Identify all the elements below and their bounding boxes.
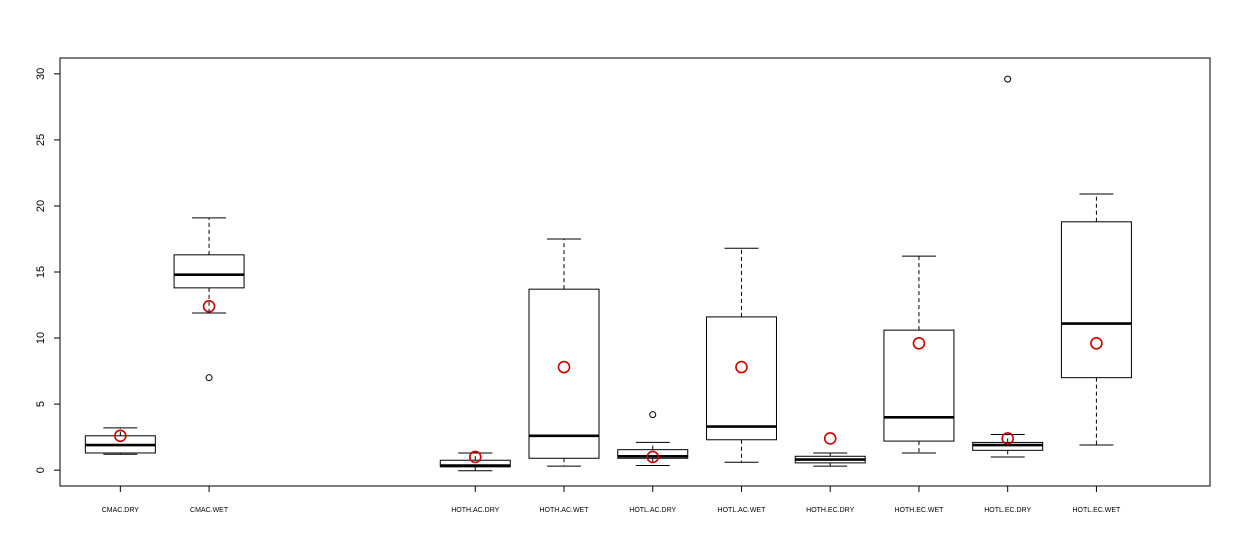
outlier-point	[205, 374, 213, 382]
x-category-label: HOTH.EC.WET	[894, 507, 944, 514]
box-hotl-ac-wet: HOTL.AC.WET	[705, 247, 777, 514]
mean-marker	[557, 360, 571, 374]
y-tick-label: 0	[35, 467, 47, 473]
y-tick-label: 20	[35, 200, 47, 212]
mean-marker	[823, 432, 837, 445]
mean-marker	[114, 429, 127, 443]
box-iqr	[972, 441, 1044, 451]
y-tick-label: 25	[35, 134, 47, 146]
mean-marker	[646, 450, 660, 464]
mean-marker	[468, 450, 482, 464]
x-category-label: CMAC.WET	[190, 507, 229, 514]
box-hoth-ac-dry: HOTH.AC.DRY	[439, 450, 511, 514]
mean-marker	[912, 337, 926, 350]
box-iqr	[705, 316, 777, 441]
plot-area: 0 5 10 15 20 25 30 CMAC.DRY CMAC.WET HOTH.AC.DRY H…	[35, 57, 1211, 514]
x-category-label: HOTH.AC.DRY	[451, 507, 499, 514]
outlier-point	[1004, 75, 1012, 83]
mean-marker	[1090, 337, 1103, 350]
x-category-label: HOTL.EC.DRY	[984, 507, 1031, 514]
x-category-label: HOTH.EC.DRY	[806, 507, 854, 514]
outlier-point	[649, 411, 657, 419]
box-hoth-ec-dry: HOTH.EC.DRY	[794, 432, 866, 514]
mean-marker	[202, 300, 216, 313]
box-hotl-ec-dry: HOTL.EC.DRY	[972, 75, 1044, 514]
x-category-label: HOTL.AC.DRY	[629, 507, 676, 514]
y-tick-label: 5	[35, 401, 47, 407]
x-category-label: HOTL.EC.WET	[1072, 507, 1121, 514]
box-hotl-ac-dry: HOTL.AC.DRY	[617, 411, 689, 514]
box-iqr	[528, 288, 600, 459]
x-category-label: HOTH.AC.WET	[540, 507, 590, 514]
x-category-label: CMAC.DRY	[102, 507, 140, 514]
box-iqr	[883, 329, 955, 442]
x-category-label: HOTL.AC.WET	[718, 507, 767, 514]
mean-marker	[735, 360, 748, 374]
y-tick-label: 10	[35, 332, 47, 344]
mean-marker	[1001, 432, 1014, 445]
box-iqr	[173, 254, 245, 289]
box-hotl-ec-wet: HOTL.EC.WET	[1060, 193, 1132, 514]
box-iqr	[617, 449, 689, 459]
y-tick-label: 30	[35, 68, 47, 80]
box-cmac-wet: CMAC.WET	[173, 217, 245, 514]
box-hoth-ac-wet: HOTH.AC.WET	[528, 238, 600, 514]
box-hoth-ec-wet: HOTH.EC.WET	[883, 255, 955, 514]
box-cmac-dry: CMAC.DRY	[84, 427, 156, 514]
y-tick-label: 15	[35, 266, 47, 278]
box-iqr	[1060, 221, 1132, 379]
box-iqr	[439, 459, 511, 468]
